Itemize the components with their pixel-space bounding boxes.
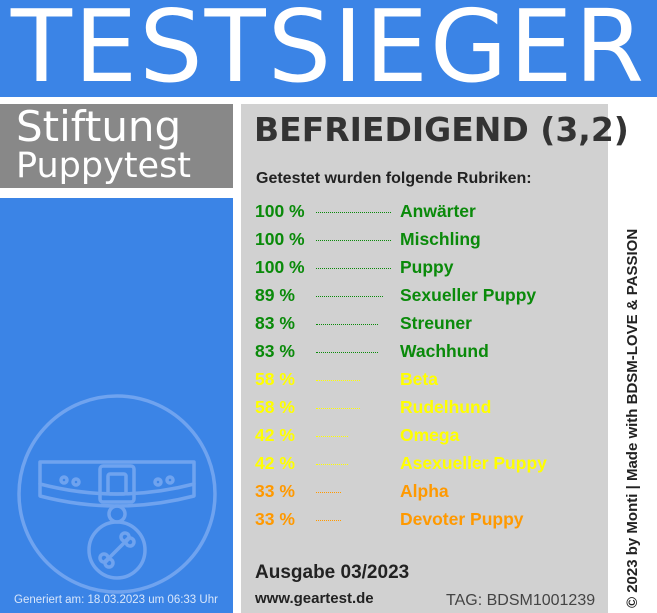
rubrik-name: Devoter Puppy — [400, 509, 524, 529]
rubrik-leader-line — [316, 436, 348, 437]
rubrik-row: 58 % Beta — [255, 366, 605, 394]
website-link[interactable]: www.geartest.de — [255, 590, 374, 607]
rubrik-leader-line — [316, 240, 391, 241]
rubrik-percent: 58 % — [255, 397, 295, 417]
rubrik-name: Sexueller Puppy — [400, 285, 537, 305]
rubrik-leader-line — [316, 380, 360, 381]
puppytest-label: Puppytest — [16, 146, 192, 186]
rubrik-name: Streuner — [400, 313, 472, 333]
rubrik-percent: 58 % — [255, 369, 295, 389]
rubrik-percent: 83 % — [255, 341, 295, 361]
rubrik-row: 83 % Streuner — [255, 310, 605, 338]
testsieger-title: TESTSIEGER — [10, 0, 647, 105]
rubrik-percent: 100 % — [255, 201, 305, 221]
rubrik-name: Rudelhund — [400, 397, 492, 417]
rubrik-row: 33 % Devoter Puppy — [255, 506, 605, 534]
tag-id: TAG: BDSM1001239 — [446, 592, 596, 609]
rubrik-percent: 33 % — [255, 481, 295, 501]
rubrik-name: Omega — [400, 425, 460, 445]
rubrik-name: Wachhund — [400, 341, 489, 361]
rubrik-percent: 89 % — [255, 285, 295, 305]
rubrik-leader-line — [316, 408, 360, 409]
stiftung-logo-box: Stiftung Puppytest — [0, 104, 233, 188]
rubrik-percent: 42 % — [255, 453, 295, 473]
left-blue-panel — [0, 198, 233, 613]
copyright-vertical: © 2023 by Monti | Made with BDSM-LOVE & … — [624, 228, 641, 608]
rubrik-leader-line — [316, 520, 341, 521]
header-band: TESTSIEGER — [0, 0, 657, 102]
results-panel — [241, 104, 608, 613]
ausgabe-label: Ausgabe 03/2023 — [255, 562, 410, 583]
rubrik-name: Beta — [400, 369, 438, 389]
rubrik-name: Anwärter — [400, 201, 476, 221]
stiftung-label: Stiftung — [16, 102, 182, 151]
rubrik-row: 100 % Mischling — [255, 226, 605, 254]
rubriken-intro: Getestet wurden folgende Rubriken: — [256, 170, 532, 187]
rubrik-leader-line — [316, 212, 391, 213]
rubrik-leader-line — [316, 324, 378, 325]
rubrik-percent: 33 % — [255, 509, 295, 529]
rubrik-leader-line — [316, 268, 391, 269]
rubrik-row: 100 % Anwärter — [255, 198, 605, 226]
rubrik-leader-line — [316, 352, 378, 353]
rubrik-leader-line — [316, 492, 341, 493]
dog-collar-icon — [17, 394, 217, 594]
rubrik-row: 42 % Omega — [255, 422, 605, 450]
rubrik-percent: 100 % — [255, 229, 305, 249]
rubrik-name: Alpha — [400, 481, 449, 501]
rubrik-percent: 83 % — [255, 313, 295, 333]
generated-timestamp: Generiert am: 18.03.2023 um 06:33 Uhr — [14, 594, 218, 606]
rubrik-row: 83 % Wachhund — [255, 338, 605, 366]
rubrik-leader-line — [316, 464, 348, 465]
rubrik-percent: 100 % — [255, 257, 305, 277]
rubrik-name: Asexueller Puppy — [400, 453, 547, 473]
rubrik-row: 100 % Puppy — [255, 254, 605, 282]
rubrik-row: 58 % Rudelhund — [255, 394, 605, 422]
rubrik-row: 42 % Asexueller Puppy — [255, 450, 605, 478]
rubrik-row: 33 % Alpha — [255, 478, 605, 506]
rubriken-list: 100 % Anwärter 100 % Mischling 100 % Puppy 89 … — [255, 198, 605, 534]
rubrik-name: Mischling — [400, 229, 481, 249]
rubrik-percent: 42 % — [255, 425, 295, 445]
rating-grade: BEFRIEDIGEND (3,2) — [254, 110, 629, 149]
rubrik-row: 89 % Sexueller Puppy — [255, 282, 605, 310]
rubrik-leader-line — [316, 296, 383, 297]
rubrik-name: Puppy — [400, 257, 454, 277]
